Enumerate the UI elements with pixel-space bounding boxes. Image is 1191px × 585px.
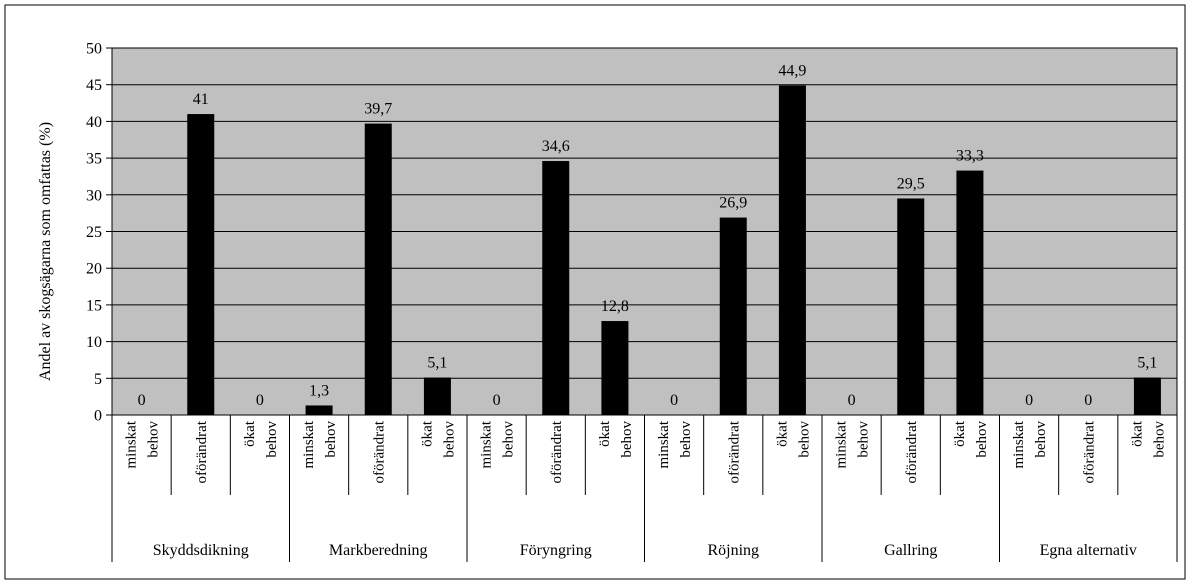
category-label: minskat — [1011, 420, 1027, 468]
y-tick-label: 30 — [86, 187, 102, 204]
data-label: 0 — [1084, 392, 1092, 409]
data-label: 41 — [193, 91, 209, 108]
category-label: minskat — [124, 420, 140, 468]
y-tick-label: 25 — [86, 224, 102, 241]
y-tick-label: 45 — [86, 77, 102, 94]
category-label: behov — [441, 421, 457, 458]
group-label: Skyddsdikning — [153, 542, 249, 559]
category-label: oförändrat — [726, 420, 742, 483]
y-axis: 0 5 10 15 20 25 30 35 40 45 50 — [86, 41, 113, 425]
category-label: ökat — [242, 420, 258, 447]
y-tick-label: 40 — [86, 114, 102, 131]
bar — [364, 123, 392, 416]
category-label: ökat — [1129, 420, 1145, 447]
bars — [187, 85, 1161, 416]
category-label: behov — [1151, 421, 1167, 458]
bar — [187, 114, 215, 415]
bar — [778, 85, 806, 416]
data-label: 0 — [1025, 392, 1033, 409]
category-label: ökat — [952, 420, 968, 447]
category-label: behov — [501, 421, 517, 458]
data-labels: 0 41 0 1,3 39,7 5,1 0 34,6 12,8 0 26,9 44,9 0 29,5 33,… — [138, 62, 1158, 409]
category-label: oförändrat — [194, 420, 210, 483]
category-label: oförändrat — [549, 420, 565, 483]
category-label: minskat — [301, 420, 317, 468]
category-label: minskat — [834, 420, 850, 468]
category-label: oförändrat — [371, 420, 387, 483]
y-tick-label: 5 — [94, 371, 102, 388]
category-label: behov — [619, 421, 635, 458]
category-label: behov — [678, 421, 694, 458]
y-tick-label: 0 — [94, 408, 102, 425]
category-label: oförändrat — [904, 420, 920, 483]
category-label: oförändrat — [1081, 420, 1097, 483]
data-label: 1,3 — [309, 382, 329, 399]
data-label: 29,5 — [897, 175, 925, 192]
y-tick-label: 50 — [86, 41, 102, 58]
gridlines — [112, 84, 1177, 379]
bar — [897, 198, 925, 415]
data-label: 0 — [848, 392, 856, 409]
group-label: Röjning — [707, 542, 759, 559]
group-label: Markberedning — [329, 542, 428, 559]
category-label: behov — [264, 421, 280, 458]
bar — [542, 161, 570, 415]
data-label: 0 — [256, 392, 264, 409]
bar — [601, 321, 629, 415]
group-label: Egna alternativ — [1040, 542, 1137, 559]
category-label: ökat — [419, 420, 435, 447]
data-label: 44,9 — [778, 62, 806, 79]
bar — [305, 405, 333, 415]
data-label: 26,9 — [719, 195, 747, 212]
y-tick-label: 10 — [86, 334, 102, 351]
category-label: behov — [323, 421, 339, 458]
y-tick-label: 15 — [86, 297, 102, 314]
bar — [956, 170, 984, 415]
group-label: Föryngring — [520, 542, 592, 559]
bar — [423, 377, 451, 415]
category-label: minskat — [656, 420, 672, 468]
group-label: Gallring — [884, 542, 937, 559]
data-label: 0 — [138, 392, 146, 409]
data-label: 12,8 — [601, 298, 629, 315]
data-label: 33,3 — [956, 148, 984, 165]
bar — [719, 217, 747, 415]
data-label: 5,1 — [1137, 355, 1157, 372]
y-tick-label: 20 — [86, 261, 102, 278]
category-label: ökat — [774, 420, 790, 447]
data-label: 0 — [493, 392, 501, 409]
category-label: behov — [856, 421, 872, 458]
bar — [1133, 377, 1161, 415]
y-axis-label: Andel av skogsägarna som omfattas (%) — [37, 122, 54, 381]
category-label: behov — [146, 421, 162, 458]
data-label: 39,7 — [364, 101, 392, 118]
category-label: ökat — [597, 420, 613, 447]
y-tick-label: 35 — [86, 151, 102, 168]
category-label: behov — [796, 421, 812, 458]
category-label: minskat — [479, 420, 495, 468]
data-label: 34,6 — [542, 138, 570, 155]
data-label: 0 — [670, 392, 678, 409]
data-label: 5,1 — [427, 355, 447, 372]
category-label: behov — [974, 421, 990, 458]
category-label: behov — [1033, 421, 1049, 458]
